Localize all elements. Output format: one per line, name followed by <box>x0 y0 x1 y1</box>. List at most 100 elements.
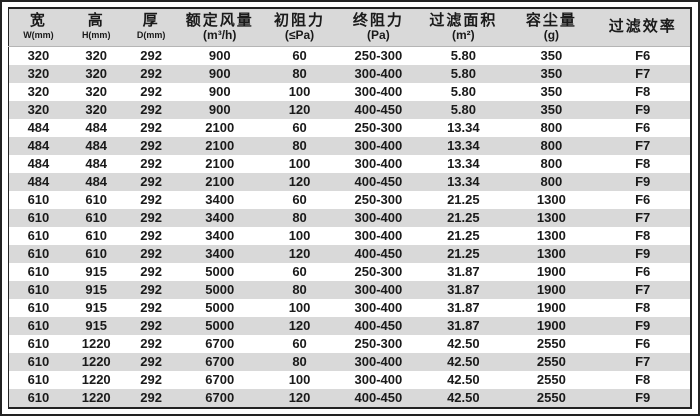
cell: 42.50 <box>419 353 508 371</box>
column-title: 容尘量 <box>525 12 577 29</box>
cell: F9 <box>595 317 691 335</box>
cell: 2100 <box>177 155 262 173</box>
table-row: 320 320 292 900 60 250-300 5.80 350 F6 <box>8 46 691 65</box>
cell: 31.87 <box>419 281 508 299</box>
cell: 610 <box>8 371 68 389</box>
table-row: 320 320 292 900 80 300-400 5.80 350 F7 <box>8 65 691 83</box>
cell: F8 <box>595 299 691 317</box>
cell: F7 <box>595 65 691 83</box>
cell: 292 <box>124 245 178 263</box>
table-row: 484 484 292 2100 120 400-450 13.34 800 F9 <box>8 173 691 191</box>
cell: 31.87 <box>419 317 508 335</box>
cell: 3400 <box>177 209 262 227</box>
table-row: 610 915 292 5000 60 250-300 31.87 1900 F6 <box>8 263 691 281</box>
cell: 60 <box>261 46 338 65</box>
cell: 484 <box>8 173 68 191</box>
cell: 292 <box>124 209 178 227</box>
column-title: 初阻力 <box>274 12 326 29</box>
cell: 610 <box>67 191 125 209</box>
cell: 1220 <box>67 389 125 408</box>
cell: 320 <box>8 46 68 65</box>
cell: 610 <box>8 389 68 408</box>
column-header: 宽 W(mm) <box>8 8 68 47</box>
cell: 610 <box>8 209 68 227</box>
column-title: 额定风量 <box>185 12 254 29</box>
cell: F6 <box>595 335 691 353</box>
cell: 1220 <box>67 353 125 371</box>
cell: 21.25 <box>419 245 508 263</box>
cell: F9 <box>595 173 691 191</box>
cell: 300-400 <box>337 137 420 155</box>
cell: F7 <box>595 281 691 299</box>
cell: F6 <box>595 191 691 209</box>
cell: 100 <box>261 155 338 173</box>
cell: F8 <box>595 227 691 245</box>
cell: 120 <box>261 317 338 335</box>
header-row: 宽 W(mm) 高 H(mm) 厚 D(mm) 额定风量 (m³/h) 初阻力 (≤Pa) 终阻力(… <box>8 8 691 47</box>
cell: 292 <box>124 155 178 173</box>
cell: F6 <box>595 46 691 65</box>
cell: 915 <box>67 281 125 299</box>
cell: 13.34 <box>419 155 508 173</box>
cell: 610 <box>8 263 68 281</box>
table-row: 484 484 292 2100 100 300-400 13.34 800 F8 <box>8 155 691 173</box>
cell: 610 <box>8 353 68 371</box>
cell: 292 <box>124 371 178 389</box>
table-row: 610 610 292 3400 80 300-400 21.25 1300 F7 <box>8 209 691 227</box>
cell: 5.80 <box>419 46 508 65</box>
column-title: 过滤面积 <box>429 12 498 29</box>
cell: 13.34 <box>419 137 508 155</box>
column-title: 高 <box>87 12 105 29</box>
column-header: 容尘量 (g) <box>507 8 596 47</box>
cell: 1300 <box>507 191 596 209</box>
table-row: 610 610 292 3400 100 300-400 21.25 1300 F8 <box>8 227 691 245</box>
cell: 6700 <box>177 371 262 389</box>
column-header: 厚 D(mm) <box>124 8 178 47</box>
cell: 80 <box>261 65 338 83</box>
cell: 1220 <box>67 335 125 353</box>
cell: 3400 <box>177 191 262 209</box>
cell: 350 <box>507 65 596 83</box>
cell: 3400 <box>177 245 262 263</box>
cell: 292 <box>124 299 178 317</box>
cell: 3400 <box>177 227 262 245</box>
column-header: 高 H(mm) <box>67 8 125 47</box>
cell: 120 <box>261 173 338 191</box>
cell: 1300 <box>507 245 596 263</box>
table-row: 320 320 292 900 120 400-450 5.80 350 F9 <box>8 101 691 119</box>
cell: 292 <box>124 83 178 101</box>
cell: 80 <box>261 281 338 299</box>
cell: 1220 <box>67 371 125 389</box>
cell: 610 <box>67 209 125 227</box>
column-unit: W(mm) <box>23 30 54 40</box>
column-header: 过滤面积 (m²) <box>419 8 508 47</box>
cell: 100 <box>261 227 338 245</box>
cell: 300-400 <box>337 209 420 227</box>
cell: 400-450 <box>337 173 420 191</box>
cell: 610 <box>67 245 125 263</box>
column-unit: (g) <box>543 28 560 42</box>
cell: 1900 <box>507 281 596 299</box>
table-row: 610 1220 292 6700 60 250-300 42.50 2550 F6 <box>8 335 691 353</box>
cell: 800 <box>507 173 596 191</box>
cell: 292 <box>124 389 178 408</box>
cell: 5000 <box>177 281 262 299</box>
cell: 610 <box>67 227 125 245</box>
cell: 292 <box>124 335 178 353</box>
cell: 5000 <box>177 263 262 281</box>
cell: 250-300 <box>337 335 420 353</box>
cell: 610 <box>8 281 68 299</box>
cell: 610 <box>8 191 68 209</box>
table-row: 610 915 292 5000 120 400-450 31.87 1900 F9 <box>8 317 691 335</box>
cell: 292 <box>124 317 178 335</box>
cell: 21.25 <box>419 191 508 209</box>
table-row: 610 1220 292 6700 100 300-400 42.50 2550 F8 <box>8 371 691 389</box>
cell: 42.50 <box>419 335 508 353</box>
cell: 484 <box>67 155 125 173</box>
cell: 610 <box>8 245 68 263</box>
cell: 400-450 <box>337 317 420 335</box>
cell: F8 <box>595 155 691 173</box>
cell: 320 <box>8 101 68 119</box>
cell: 300-400 <box>337 353 420 371</box>
table-row: 484 484 292 2100 60 250-300 13.34 800 F6 <box>8 119 691 137</box>
